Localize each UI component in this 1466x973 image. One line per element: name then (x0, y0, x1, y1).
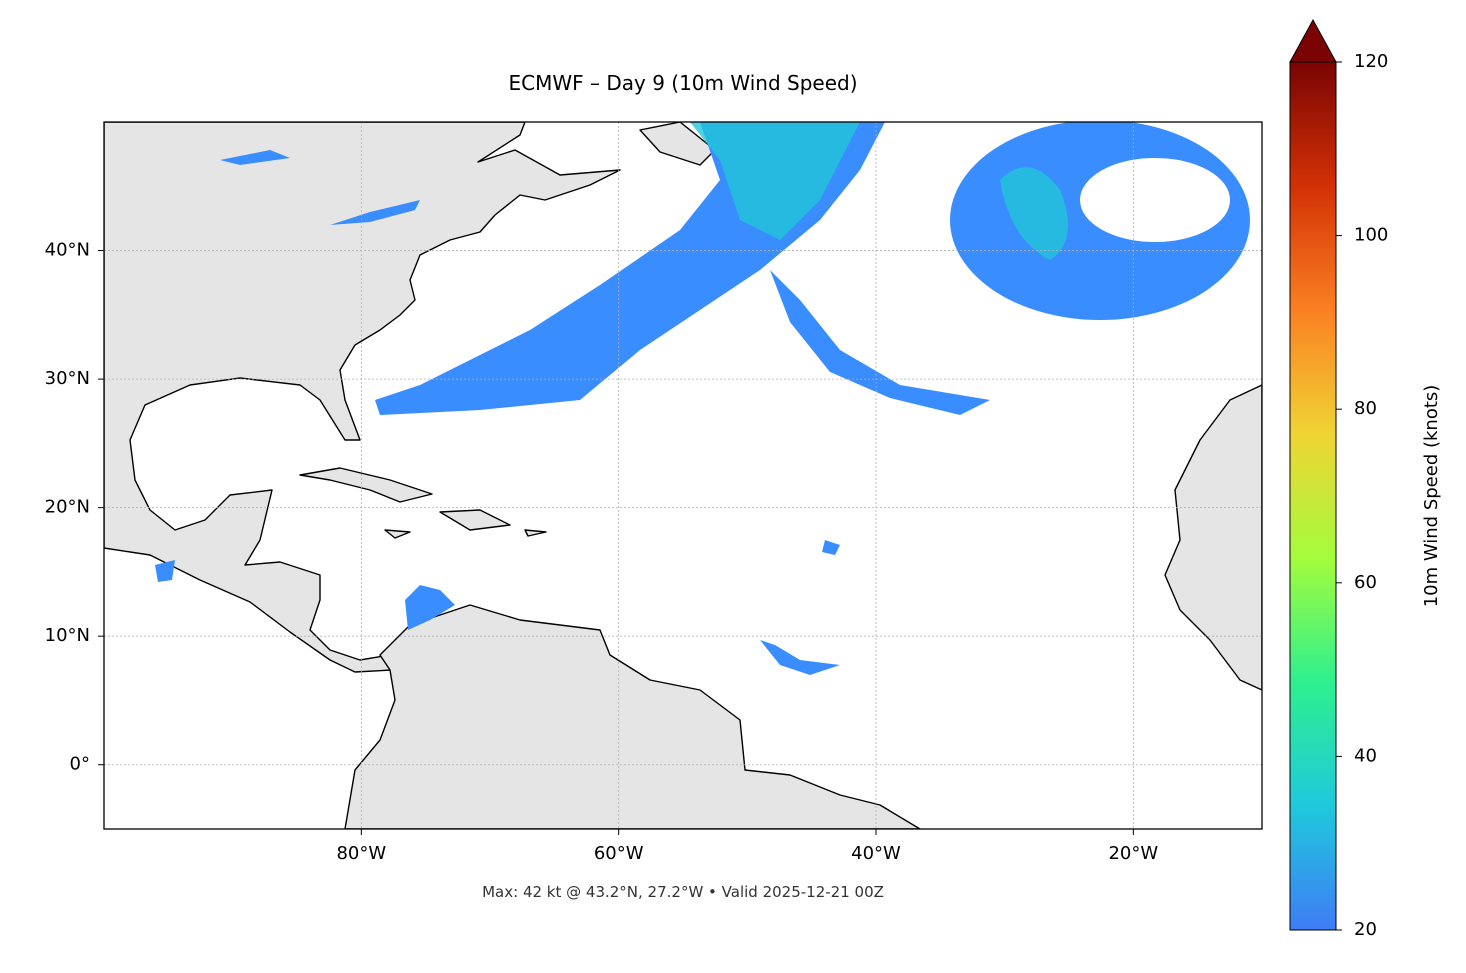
y-tick-label: 30°N (45, 368, 90, 389)
africa (1164, 384, 1262, 691)
footnote: Max: 42 kt @ 43.2°N, 27.2°W • Valid 2025… (482, 883, 884, 901)
x-tick-label: 80°W (336, 843, 386, 864)
colorbar-scale (1289, 61, 1337, 931)
colorbar-label: 10m Wind Speed (knots) (1421, 385, 1442, 608)
wind-lakes (220, 150, 420, 225)
grid (104, 122, 1262, 829)
land (104, 122, 1262, 829)
colorbar-tick-label: 100 (1354, 225, 1388, 246)
wind-caribbean (405, 585, 455, 630)
hispaniola (439, 509, 511, 531)
map-frame (103, 121, 1263, 830)
newfoundland (639, 122, 716, 166)
colorbar-tick-label: 40 (1354, 745, 1377, 766)
y-tick-label: 10°N (45, 625, 90, 646)
colorbar-tick-label: 20 (1354, 919, 1377, 940)
wind-cyclone-core (1000, 167, 1068, 260)
x-tick-label: 60°W (594, 843, 644, 864)
x-tick-label: 40°W (851, 843, 901, 864)
colorbar-tick-label: 120 (1354, 51, 1388, 72)
y-tick-label: 20°N (45, 497, 90, 518)
chart-title: ECMWF – Day 9 (10m Wind Speed) (509, 71, 858, 95)
y-tick-label: 40°N (45, 240, 90, 261)
axes: 80°W 60°W 40°W 20°W 0° 10°N 20°N 30°N 40°N (45, 240, 1159, 864)
x-tick-label: 20°W (1108, 843, 1158, 864)
south-america (344, 604, 921, 829)
wind-field (155, 122, 1250, 675)
puerto-rico (524, 529, 547, 537)
wind-cyclone (950, 122, 1250, 320)
jamaica (384, 529, 411, 539)
wind-tail (770, 270, 990, 415)
colorbar-extend (1289, 18, 1337, 63)
wind-east (760, 640, 840, 675)
colorbar: 10m Wind Speed (knots) 20 40 60 80 100 120 (1289, 18, 1442, 940)
colorbar-tick-label: 60 (1354, 572, 1377, 593)
y-tick-label: 0° (70, 754, 90, 775)
cuba (299, 467, 433, 503)
wind-plume-core (690, 122, 860, 240)
map (104, 122, 1262, 829)
colorbar-tick-label: 80 (1354, 398, 1377, 419)
